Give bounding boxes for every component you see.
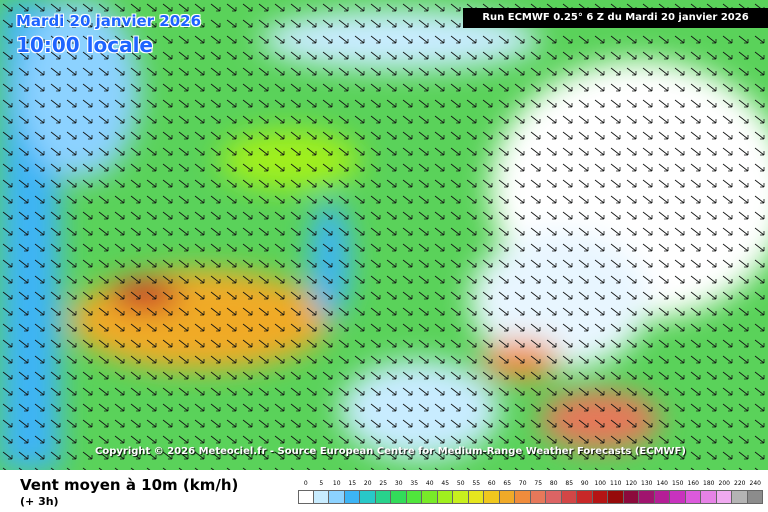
scale-item: 5	[313, 480, 329, 504]
scale-label: 35	[410, 480, 419, 487]
scale-label: 150	[672, 480, 684, 487]
scale-item: 110	[608, 480, 624, 504]
scale-item: 100	[592, 480, 608, 504]
scale-label: 55	[472, 480, 481, 487]
scale-label: 60	[487, 480, 496, 487]
scale-item: 20	[360, 480, 376, 504]
scale-swatch	[608, 490, 624, 504]
scale-item: 130	[639, 480, 655, 504]
scale-label: 160	[687, 480, 699, 487]
scale-label: 110	[610, 480, 622, 487]
scale-label: 85	[565, 480, 574, 487]
scale-swatch	[499, 490, 515, 504]
scale-label: 75	[534, 480, 543, 487]
time: 10:00 locale	[16, 33, 153, 57]
scale-item: 160	[685, 480, 701, 504]
scale-label: 10	[332, 480, 341, 487]
scale-swatch	[344, 490, 360, 504]
scale-swatch	[623, 490, 639, 504]
scale-item: 50	[453, 480, 469, 504]
scale-swatch	[422, 490, 438, 504]
scale-swatch	[406, 490, 422, 504]
scale-item: 65	[499, 480, 515, 504]
legend-subtitle: (+ 3h)	[20, 495, 59, 508]
copyright: Copyright © 2026 Meteociel.fr - Source E…	[95, 446, 686, 457]
scale-swatch	[732, 490, 748, 504]
scale-label: 180	[703, 480, 715, 487]
scale-item: 10	[329, 480, 345, 504]
scale-swatch	[391, 490, 407, 504]
scale-label: 25	[379, 480, 388, 487]
scale-label: 200	[718, 480, 730, 487]
scale-label: 0	[303, 480, 308, 487]
scale-item: 0	[298, 480, 314, 504]
scale-item: 140	[654, 480, 670, 504]
scale-label: 15	[348, 480, 357, 487]
scale-item: 120	[623, 480, 639, 504]
scale-label: 5	[319, 480, 324, 487]
scale-item: 35	[406, 480, 422, 504]
scale-swatch	[437, 490, 453, 504]
scale-item: 15	[344, 480, 360, 504]
scale-label: 20	[363, 480, 372, 487]
scale-swatch	[670, 490, 686, 504]
scale-item: 30	[391, 480, 407, 504]
legend-title: Vent moyen à 10m (km/h)	[20, 476, 239, 494]
scale-item: 180	[701, 480, 717, 504]
scale-item: 25	[375, 480, 391, 504]
scale-swatch	[360, 490, 376, 504]
scale-item: 55	[468, 480, 484, 504]
scale-item: 40	[422, 480, 438, 504]
scale-label: 130	[641, 480, 653, 487]
scale-swatch	[654, 490, 670, 504]
color-scale: 0 5 10 15 20 25 30 35 40 45 50 55 60 65 70 75 80 85 90 100 1…	[298, 480, 763, 504]
scale-label: 45	[441, 480, 450, 487]
scale-item: 200	[716, 480, 732, 504]
scale-swatch	[701, 490, 717, 504]
scale-swatch	[530, 490, 546, 504]
scale-item: 90	[577, 480, 593, 504]
scale-swatch	[453, 490, 469, 504]
scale-swatch	[639, 490, 655, 504]
scale-item: 220	[732, 480, 748, 504]
scale-item: 80	[546, 480, 562, 504]
scale-swatch	[515, 490, 531, 504]
scale-label: 140	[656, 480, 668, 487]
scale-swatch	[546, 490, 562, 504]
scale-item: 70	[515, 480, 531, 504]
scale-item: 85	[561, 480, 577, 504]
scale-label: 30	[394, 480, 403, 487]
wind-map	[0, 0, 768, 470]
scale-item: 150	[670, 480, 686, 504]
scale-swatch	[298, 490, 314, 504]
scale-label: 40	[425, 480, 434, 487]
scale-label: 50	[456, 480, 465, 487]
date: Mardi 20 janvier 2026	[16, 12, 202, 30]
scale-label: 65	[503, 480, 512, 487]
scale-swatch	[577, 490, 593, 504]
run-info: Run ECMWF 0.25° 6 Z du Mardi 20 janvier …	[463, 8, 768, 28]
scale-label: 240	[749, 480, 761, 487]
scale-swatch	[716, 490, 732, 504]
scale-swatch	[468, 490, 484, 504]
scale-swatch	[313, 490, 329, 504]
scale-swatch	[685, 490, 701, 504]
scale-label: 100	[594, 480, 606, 487]
scale-item: 240	[747, 480, 763, 504]
scale-item: 75	[530, 480, 546, 504]
scale-swatch	[375, 490, 391, 504]
scale-swatch	[484, 490, 500, 504]
scale-label: 90	[580, 480, 589, 487]
scale-swatch	[747, 490, 763, 504]
scale-label: 220	[734, 480, 746, 487]
scale-swatch	[592, 490, 608, 504]
scale-swatch	[329, 490, 345, 504]
scale-label: 80	[549, 480, 558, 487]
scale-swatch	[561, 490, 577, 504]
scale-label: 120	[625, 480, 637, 487]
scale-item: 60	[484, 480, 500, 504]
scale-item: 45	[437, 480, 453, 504]
scale-label: 70	[518, 480, 527, 487]
